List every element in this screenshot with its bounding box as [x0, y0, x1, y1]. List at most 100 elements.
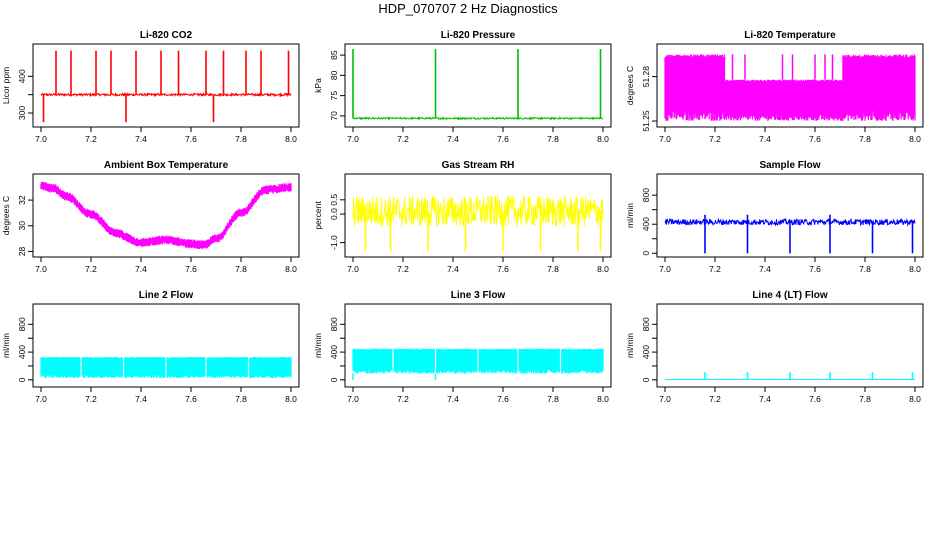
chart-title: Ambient Box Temperature [104, 160, 229, 171]
chart-panel-8: Line 3 Flow ml/min 7.0 7.2 7.4 7.6 7.8 8.0 0 400 8… [313, 290, 612, 404]
y-tick-label: 800 [329, 317, 339, 331]
x-tick-label: 7.0 [347, 264, 359, 274]
y-tick-label: 400 [329, 345, 339, 359]
x-tick-label: 7.2 [397, 394, 409, 404]
x-tick-label: 7.6 [497, 394, 509, 404]
y-tick-label: 30 [17, 221, 27, 231]
x-tick-label: 7.0 [659, 134, 671, 144]
chart-title: Li-820 CO2 [140, 30, 193, 41]
y-axis-label: percent [313, 201, 323, 230]
y-axis-label: degrees C [625, 66, 635, 105]
x-tick-label: 7.2 [85, 264, 97, 274]
x-tick-label: 7.0 [659, 264, 671, 274]
series-band [40, 181, 292, 250]
chart-panel-4: Ambient Box Temperature degrees C 7.0 7.2 7.… [1, 160, 300, 274]
x-tick-label: 7.2 [709, 264, 721, 274]
y-tick-label: 80 [329, 70, 339, 80]
chart-title: Line 3 Flow [451, 290, 506, 301]
y-axis-label: degrees C [1, 196, 11, 235]
x-tick-label: 7.8 [859, 394, 871, 404]
x-tick-label: 7.4 [759, 394, 771, 404]
y-tick-label: 0.5 [329, 194, 339, 206]
y-tick-label: 51.28 [641, 66, 651, 88]
x-tick-label: 8.0 [909, 394, 921, 404]
x-tick-label: 7.2 [85, 134, 97, 144]
y-axis-label: ml/min [1, 333, 11, 358]
x-tick-label: 7.8 [547, 394, 559, 404]
y-tick-label: 400 [641, 217, 651, 231]
y-tick-label: 0.0 [329, 208, 339, 220]
data-series [352, 194, 604, 252]
series-line [352, 115, 603, 121]
x-tick-label: 8.0 [597, 264, 609, 274]
plot-frame [32, 43, 300, 128]
x-tick-label: 7.2 [397, 134, 409, 144]
data-series [40, 50, 292, 123]
x-tick-label: 7.6 [497, 264, 509, 274]
plot-frame [344, 43, 612, 128]
chart-title: Li-820 Temperature [744, 30, 836, 41]
x-tick-label: 7.4 [447, 264, 459, 274]
x-tick-label: 7.6 [497, 134, 509, 144]
chart-panel-3: Li-820 Temperature degrees C 7.0 7.2 7.4 7.6 7… [625, 30, 924, 144]
x-tick-label: 7.8 [235, 264, 247, 274]
y-tick-label: 51.25 [641, 110, 651, 132]
chart-title: Sample Flow [759, 160, 820, 171]
x-tick-label: 8.0 [285, 264, 297, 274]
x-tick-label: 7.0 [35, 264, 47, 274]
y-tick-label: 85 [329, 50, 339, 60]
x-tick-label: 7.6 [809, 264, 821, 274]
data-series [664, 54, 916, 121]
x-tick-label: 7.6 [185, 134, 197, 144]
y-tick-label: 800 [641, 188, 651, 202]
x-tick-label: 7.6 [185, 264, 197, 274]
y-axis-label: Licor ppm [1, 67, 11, 104]
chart-title: Line 4 (LT) Flow [752, 290, 828, 301]
x-tick-label: 7.8 [235, 394, 247, 404]
x-tick-label: 7.0 [347, 134, 359, 144]
data-series [664, 372, 915, 381]
x-tick-label: 7.4 [135, 264, 147, 274]
chart-title: Gas Stream RH [442, 160, 515, 171]
plot-frame [656, 303, 924, 388]
x-tick-label: 7.6 [809, 134, 821, 144]
series-line [352, 194, 604, 228]
x-tick-label: 7.8 [235, 134, 247, 144]
series-line [40, 91, 292, 98]
x-tick-label: 7.2 [85, 394, 97, 404]
x-tick-label: 7.6 [809, 394, 821, 404]
y-tick-label: 300 [17, 106, 27, 120]
x-tick-label: 7.4 [447, 394, 459, 404]
y-axis-label: ml/min [625, 203, 635, 228]
x-tick-label: 8.0 [909, 134, 921, 144]
data-series [352, 347, 604, 380]
data-series [40, 181, 292, 250]
x-tick-label: 7.2 [709, 134, 721, 144]
chart-title: Line 2 Flow [139, 290, 194, 301]
chart-panel-9: Line 4 (LT) Flow ml/min 7.0 7.2 7.4 7.6 7.8 8.0… [625, 290, 924, 404]
x-tick-label: 7.4 [135, 394, 147, 404]
y-tick-label: -1.0 [329, 235, 339, 250]
x-tick-label: 7.2 [397, 264, 409, 274]
y-axis-label: ml/min [625, 333, 635, 358]
x-tick-label: 8.0 [909, 264, 921, 274]
x-tick-label: 7.0 [347, 394, 359, 404]
y-tick-label: 75 [329, 91, 339, 101]
y-axis-label: ml/min [313, 333, 323, 358]
x-tick-label: 7.2 [709, 394, 721, 404]
x-tick-label: 7.8 [547, 134, 559, 144]
series-band [352, 348, 604, 374]
y-axis-label: kPa [313, 78, 323, 93]
chart-panel-7: Line 2 Flow ml/min 7.0 7.2 7.4 7.6 7.8 8.0 0 400 8… [1, 290, 300, 404]
y-tick-label: 0 [329, 377, 339, 382]
x-tick-label: 7.4 [135, 134, 147, 144]
y-tick-label: 0 [17, 377, 27, 382]
y-tick-label: 400 [17, 69, 27, 83]
x-tick-label: 8.0 [285, 394, 297, 404]
x-tick-label: 8.0 [597, 134, 609, 144]
x-tick-label: 7.0 [659, 394, 671, 404]
chart-panel-5: Gas Stream RH percent 7.0 7.2 7.4 7.6 7.8 8.0 -1… [313, 160, 612, 274]
x-tick-label: 7.4 [447, 134, 459, 144]
x-tick-label: 7.8 [547, 264, 559, 274]
